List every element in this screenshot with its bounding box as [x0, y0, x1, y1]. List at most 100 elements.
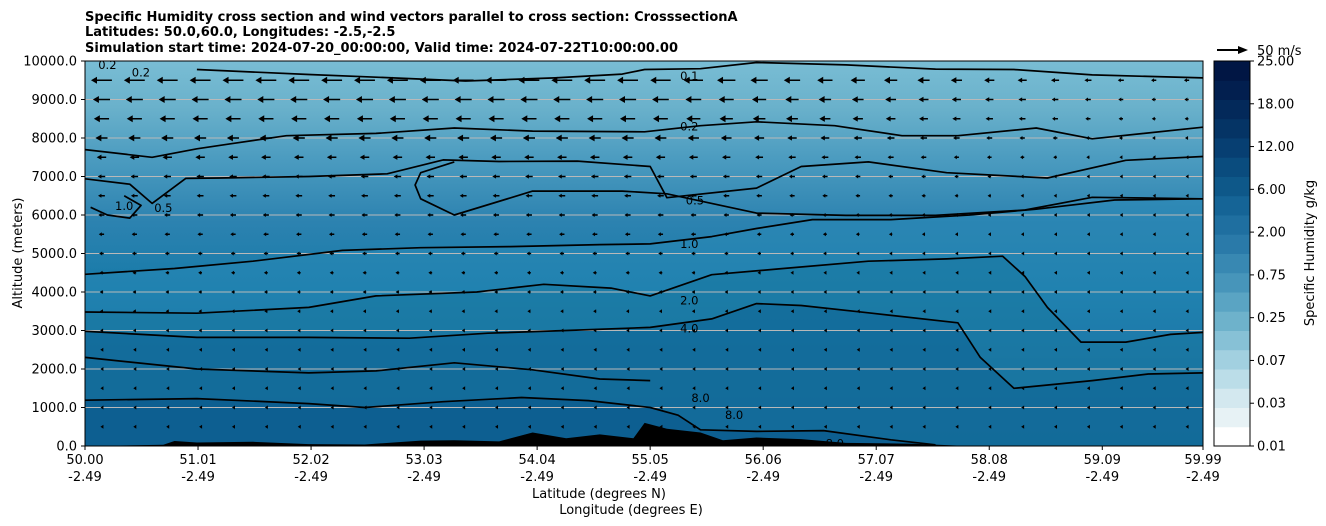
wind-vector-head	[559, 270, 563, 275]
quiver-key-label: 50 m/s	[1257, 44, 1302, 59]
wind-vector-head	[264, 367, 268, 371]
wind-vector-head	[296, 251, 300, 256]
wind-vector-head	[293, 154, 299, 160]
wind-vector-head	[921, 232, 925, 237]
wind-vector-head	[560, 367, 564, 371]
wind-vector-head	[885, 96, 891, 103]
wind-vector-head	[125, 96, 132, 103]
wind-vector-head	[1084, 78, 1088, 83]
wind-vector-head	[920, 155, 924, 160]
wind-vector-head	[393, 193, 398, 198]
wind-vector-head	[354, 76, 361, 84]
wind-vector-head	[297, 367, 301, 371]
wind-vector-head	[525, 213, 529, 217]
x-tick-label-lat: 59.99	[1184, 453, 1221, 468]
wind-vector-head	[262, 193, 266, 198]
wind-vector-head	[720, 135, 727, 141]
wind-vector-head	[624, 232, 628, 237]
wind-vector-head	[657, 232, 661, 237]
wind-vector-head	[790, 309, 794, 314]
wind-vector-head	[658, 270, 662, 275]
wind-vector-head	[231, 290, 235, 294]
colorbar-swatch	[1214, 118, 1250, 139]
wind-vector-head	[1054, 405, 1058, 410]
wind-vector-head	[133, 347, 137, 352]
wind-vector-head	[623, 174, 628, 179]
wind-vector-head	[722, 154, 727, 160]
wind-vector-head	[422, 115, 429, 123]
wind-vector-head	[459, 174, 464, 179]
wind-vector-head	[692, 386, 696, 391]
wind-vector-head	[856, 386, 860, 391]
wind-vector-head	[988, 328, 992, 333]
wind-vector-head	[393, 174, 398, 179]
colorbar-tick-label: 25.00	[1257, 55, 1294, 70]
wind-vector-head	[328, 193, 332, 198]
wind-vector-head	[1152, 405, 1156, 410]
contour-label: 0.2	[132, 66, 150, 80]
wind-vector-head	[527, 309, 531, 314]
colorbar-swatch	[1214, 388, 1250, 408]
wind-vector-head	[560, 405, 564, 410]
wind-vector-head	[856, 347, 860, 352]
wind-vector-head	[462, 424, 466, 429]
wind-vector-head	[323, 96, 330, 103]
wind-vector-head	[988, 424, 992, 429]
wind-vector-head	[790, 386, 794, 391]
wind-vector-head	[161, 134, 168, 142]
wind-vector-head	[789, 174, 793, 179]
wind-vector-head	[92, 96, 99, 103]
wind-vector-head	[297, 405, 301, 410]
contour-label: 1.0	[680, 237, 698, 251]
wind-vector-head	[1119, 405, 1123, 410]
wind-vector-head	[1085, 116, 1089, 121]
wind-vector-head	[656, 174, 661, 179]
contour-label: 0.5	[154, 201, 172, 215]
x-tick-label-lat: 52.02	[292, 453, 329, 468]
wind-vector-head	[194, 134, 201, 142]
wind-vector-head	[297, 328, 301, 333]
colorbar-swatch	[1214, 157, 1250, 177]
y-tick-label: 9000.0	[32, 93, 78, 108]
wind-vector-head	[166, 347, 170, 352]
wind-vector-head	[163, 193, 168, 198]
wind-vector-head	[592, 232, 596, 237]
wind-vector-head	[955, 405, 959, 410]
wind-vector-head	[492, 213, 497, 217]
wind-vector-head	[361, 193, 365, 198]
wind-vector-head	[264, 386, 268, 391]
wind-vector-head	[625, 251, 629, 256]
wind-vector-head	[1185, 386, 1189, 391]
wind-vector-head	[856, 424, 860, 429]
wind-vector-head	[658, 251, 662, 256]
wind-vector-head	[591, 213, 595, 217]
wind-vector-head	[650, 76, 657, 84]
wind-vector-head	[392, 154, 398, 160]
wind-vector-head	[690, 213, 694, 217]
wind-vector-head	[263, 270, 267, 275]
wind-vector-head	[257, 96, 264, 103]
wind-vector-head	[659, 328, 663, 333]
contour-line-8.0	[85, 356, 651, 382]
wind-vector-head	[692, 367, 696, 371]
wind-vector-head	[593, 309, 597, 314]
wind-vector-head	[93, 115, 100, 123]
wind-vector-head	[987, 193, 991, 198]
contour-line-1.0	[85, 197, 1203, 276]
contour-line-0.1	[196, 61, 1203, 82]
colorbar-swatch	[1214, 330, 1250, 351]
wind-vector-head	[850, 76, 857, 84]
wind-vector-head	[396, 347, 400, 352]
wind-vector-head	[591, 193, 595, 198]
wind-vector-head	[199, 405, 203, 410]
wind-vector-head	[330, 405, 334, 410]
wind-vector-head	[955, 424, 959, 429]
wind-vector-head	[988, 386, 992, 391]
wind-vector-head	[132, 251, 136, 256]
wind-vector-head	[455, 115, 462, 123]
wind-vector-head	[391, 134, 398, 142]
wind-vector-head	[356, 115, 363, 123]
x-tick-label-lat: 58.08	[971, 453, 1008, 468]
wind-vector-head	[361, 232, 365, 237]
wind-vector-head	[1185, 290, 1189, 294]
